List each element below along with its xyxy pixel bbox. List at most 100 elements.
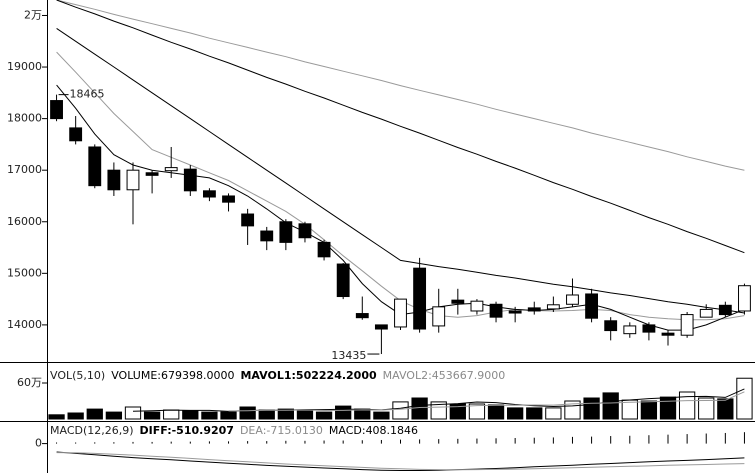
candle-body (604, 320, 618, 332)
candle-body (623, 325, 637, 335)
volume-bar (468, 403, 486, 420)
volume-bar (659, 396, 677, 420)
volume-bar (182, 410, 199, 420)
candle-body (164, 167, 178, 172)
candle-body (374, 324, 388, 330)
readout-name: DIFF: (140, 424, 172, 437)
candle-body (279, 221, 293, 243)
volume-bar (583, 397, 600, 420)
candle-body (298, 223, 312, 239)
volume-bar (315, 411, 333, 420)
candle-body (432, 306, 446, 327)
candle-body (527, 307, 541, 312)
candle-body (470, 300, 484, 312)
volume-bar (124, 406, 142, 420)
readout-name: MAVOL1: (240, 369, 295, 382)
candle-body (699, 308, 713, 318)
annotation: 13435 (331, 349, 366, 362)
candle-body (241, 213, 255, 227)
annotation: 18465 (70, 88, 105, 101)
readout-name: DEA: (240, 424, 266, 437)
volume-bar (335, 405, 352, 420)
candle-body (355, 313, 369, 319)
candle-body (69, 127, 83, 142)
candle-body (88, 146, 102, 187)
volume-bar (201, 411, 218, 420)
readout-value: 502224.2000 (296, 369, 377, 382)
volume-bar (430, 401, 447, 420)
y-tick-label: 15000 (7, 266, 42, 279)
y-tick-label: 19000 (7, 60, 42, 73)
indicator-line (56, 452, 745, 471)
volume-bar (354, 408, 371, 420)
indicator-line (56, 27, 745, 314)
indicator-line (56, 0, 745, 254)
candle-body (260, 230, 274, 242)
y-tick-label: 16000 (7, 215, 42, 228)
candle-body (336, 263, 350, 298)
volume-bar (48, 414, 65, 420)
candle-body (718, 304, 732, 316)
volume-bar (736, 377, 753, 420)
volume-bar (239, 406, 256, 420)
readout-name: MACD: (329, 424, 366, 437)
indicator-line (56, 451, 745, 471)
candle-body (451, 299, 465, 304)
volume-bar (373, 411, 390, 420)
indicator-line (228, 391, 745, 412)
readout-value: -510.9207 (172, 424, 234, 437)
readout-value: 408.1846 (366, 424, 419, 437)
y-tick-label: 0 (35, 437, 42, 450)
candle-body (126, 169, 140, 191)
readout-value: -715.0130 (266, 424, 322, 437)
readout-value: 679398.0000 (161, 369, 234, 382)
panel-header: MACD(12,26,9) DIFF:-510.9207 DEA:-715.0130… (50, 424, 418, 437)
volume-bar (86, 408, 103, 420)
volume-bar (717, 398, 734, 420)
candle-body (508, 310, 522, 314)
volume-bar (296, 409, 314, 420)
candle-body (566, 294, 579, 305)
candle-body (183, 168, 197, 192)
volume-bar (105, 411, 123, 420)
y-tick-label: 14000 (7, 318, 42, 331)
volume-bar (526, 407, 543, 420)
candle-body (489, 303, 503, 318)
y-tick-label: 2万 (24, 8, 42, 21)
panel-header: VOL(5,10) VOLUME:679398.0000 MAVOL1:502224… (50, 369, 505, 382)
candle-body (107, 169, 121, 191)
volume-bar (411, 397, 428, 420)
volume-bar (545, 407, 562, 420)
candle-body (413, 267, 427, 330)
volume-bar (277, 408, 294, 420)
panel-title: VOL(5,10) (50, 369, 105, 382)
readout-name: MAVOL2: (383, 369, 432, 382)
y-tick-label: 60万 (17, 376, 42, 389)
panel-title: MACD(12,26,9) (50, 424, 134, 437)
candle-body (222, 195, 235, 203)
candle-body (145, 172, 159, 176)
volume-bar (698, 397, 715, 420)
volume-bar (678, 391, 696, 420)
volume-bar (602, 392, 619, 420)
candle-body (394, 298, 407, 328)
volume-bar (143, 411, 161, 420)
y-tick-label: 17000 (7, 163, 42, 176)
candle-body (202, 190, 216, 198)
candle-body (661, 332, 675, 336)
volume-bar (507, 407, 524, 420)
candle-body (738, 285, 751, 312)
candle-body (680, 314, 694, 336)
readout-value: 453667.9000 (432, 369, 505, 382)
candle-body (546, 304, 560, 310)
volume-bar (220, 411, 237, 420)
candle-body (50, 100, 63, 120)
indicator-line (56, 0, 745, 171)
candle-body (317, 241, 331, 258)
volume-bar (487, 404, 505, 420)
volume-bar (67, 412, 84, 420)
volume-bar (258, 409, 275, 420)
